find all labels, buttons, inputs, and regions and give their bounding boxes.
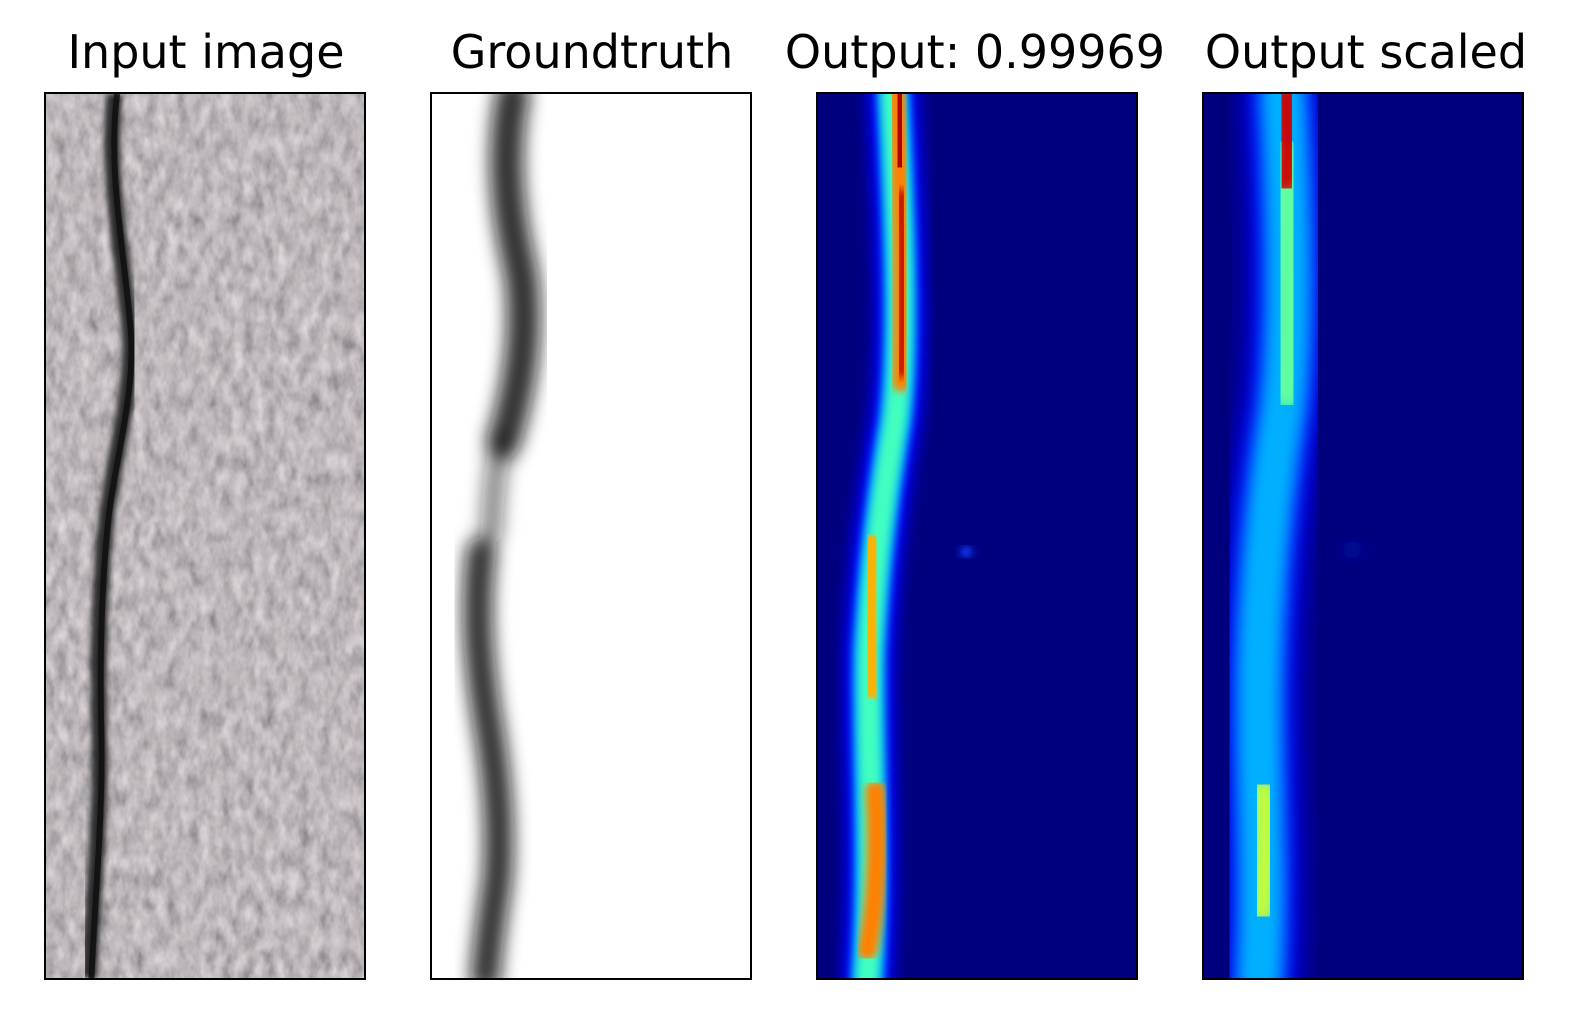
- groundtruth-panel: [430, 92, 752, 980]
- output-scaled-heatmap: [1204, 94, 1522, 978]
- input-image: [46, 94, 364, 978]
- panel-title-output-scaled: Output scaled: [1204, 25, 1528, 79]
- output-panel: [816, 92, 1138, 980]
- panel-title-groundtruth: Groundtruth: [450, 25, 734, 79]
- output-scaled-panel: [1202, 92, 1524, 980]
- panel-title-input-image: Input image: [67, 25, 345, 79]
- input-image-panel: [44, 92, 366, 980]
- panel-title-output: Output: 0.99969: [784, 25, 1166, 79]
- output-heatmap: [818, 94, 1136, 978]
- groundtruth-image: [432, 94, 750, 978]
